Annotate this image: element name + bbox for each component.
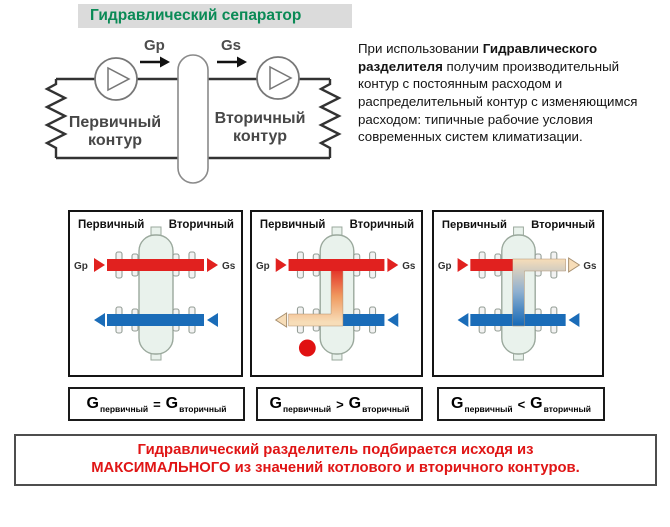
formula-lhs: G: [451, 395, 464, 412]
hot-flow-bar: [288, 259, 385, 271]
secondary-label: Вторичный: [169, 219, 234, 231]
gp-label: Gp: [438, 261, 452, 272]
hot-flow-arrow-left: [94, 258, 105, 272]
hot-flow-arrow-left: [275, 258, 287, 272]
formula-lhs-subscript: первичный: [464, 404, 513, 414]
pump-icon-primary: [94, 57, 138, 101]
gs-label: Gs: [583, 261, 597, 272]
diagram-3-graphic: Первичный Вторичный Gp Gs: [438, 219, 597, 361]
footer-line1: Гидравлический разделитель подбирается и…: [137, 442, 534, 459]
cold-flow-arrow-left: [457, 313, 469, 327]
mixed-flow-arrow-left: [274, 312, 288, 328]
separator-capsule: [177, 54, 209, 184]
formula-rhs-subscript: вторичный: [179, 404, 227, 414]
page-title: Гидравлический сепаратор: [78, 4, 352, 28]
separator-capsule: [138, 234, 174, 355]
hot-flow-arrow-right: [387, 258, 399, 272]
cold-flow-arrow-right: [207, 313, 218, 327]
cold-flow-bar: [107, 314, 204, 326]
formula-lhs: G: [86, 395, 99, 412]
footer-line2: МАКСИМАЛЬНОГО из значений котлового и вт…: [91, 460, 580, 476]
bypass-elbow: [512, 258, 566, 327]
hot-flow-arrow-right: [207, 258, 218, 272]
formula-operator: =: [153, 396, 161, 412]
status-dot: [298, 339, 316, 357]
formula-rhs: G: [348, 395, 362, 412]
secondary-circuit-label-line2: контур: [233, 128, 287, 145]
secondary-circuit-label-line1: Вторичный: [215, 110, 306, 127]
formula-rhs: G: [530, 395, 543, 412]
primary-label: Первичный: [78, 219, 144, 231]
gs-label: Gs: [221, 37, 241, 54]
primary-label: Первичный: [442, 219, 507, 231]
cold-flow-bar-right: [342, 314, 385, 326]
hot-flow-bar: [107, 259, 204, 271]
gp-arrow-icon: [140, 56, 170, 68]
secondary-label: Вторичный: [350, 219, 414, 231]
primary-circuit-label-line2: контур: [88, 132, 142, 149]
description-text: При использовании Гидравлического раздел…: [358, 40, 660, 146]
separator-state-diagram-primary-greater: Первичный Вторичный Gp Gs: [250, 210, 423, 377]
formula-operator: <: [517, 396, 526, 412]
gs-label: Gs: [222, 261, 236, 272]
separator-state-diagram-balanced: Первичный Вторичный Gp Gs: [68, 210, 243, 377]
separator-state-diagram-secondary-greater: Первичный Вторичный Gp Gs: [432, 210, 604, 377]
primary-label: Первичный: [260, 219, 326, 231]
pump-icon-secondary: [256, 56, 300, 100]
mixed-flow-arrow-right: [568, 257, 581, 273]
cold-flow-arrow-right: [387, 313, 399, 327]
radiator-zigzag-left: [44, 79, 68, 158]
gs-label: Gs: [402, 261, 416, 272]
cold-flow-arrow-right: [568, 313, 580, 327]
formula-lhs-subscript: первичный: [283, 404, 332, 414]
formula-rhs-subscript: вторичный: [543, 404, 591, 414]
gs-arrow-icon: [217, 56, 247, 68]
primary-circuit-label-line1: Первичный: [69, 114, 161, 131]
formula-operator: >: [336, 396, 344, 412]
radiator-zigzag-right: [318, 79, 342, 158]
hydraulic-separator-schematic: Gp Gs Первичный контур Вторичный контур: [44, 37, 342, 184]
diagram-1-graphic: Первичный Вторичный Gp Gs: [74, 219, 236, 361]
gp-label: Gp: [144, 37, 165, 54]
diagram-2-graphic: Первичный Вторичный Gp Gs: [256, 219, 416, 361]
description-emphasis: Гидравлического разделителя: [358, 41, 598, 74]
hot-flow-bar-left: [470, 259, 513, 271]
formula-rhs-subscript: вторичный: [362, 404, 410, 414]
formula-lhs-subscript: первичный: [100, 404, 149, 414]
secondary-label: Вторичный: [531, 219, 595, 231]
gp-label: Gp: [74, 261, 88, 272]
description-rest: получим производительный контур с постоя…: [358, 58, 638, 145]
formula-rhs: G: [165, 395, 179, 412]
formula-lhs: G: [269, 395, 282, 412]
gp-label: Gp: [256, 261, 270, 272]
cold-flow-arrow-left: [94, 313, 105, 327]
description-lead: При использовании: [358, 41, 483, 56]
hot-flow-arrow-left: [457, 258, 469, 272]
footer-alert: Гидравлический разделитель подбирается и…: [14, 434, 657, 486]
